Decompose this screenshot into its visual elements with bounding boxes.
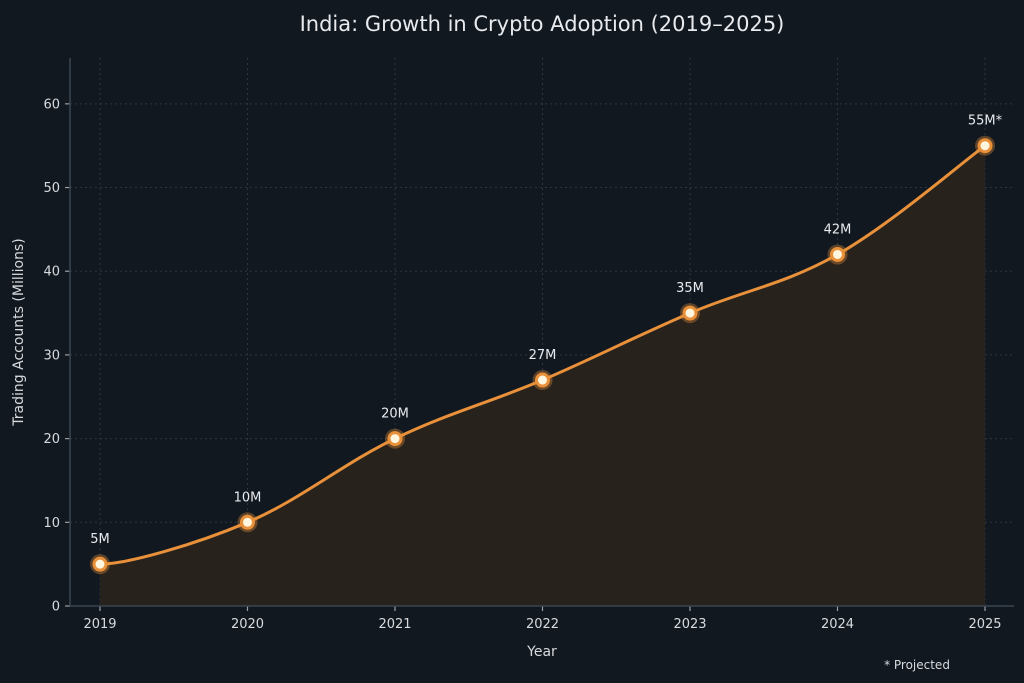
y-tick-label: 0 <box>52 600 60 615</box>
data-label: 20M <box>381 407 409 422</box>
data-label: 42M <box>824 222 852 237</box>
series-area <box>100 145 985 606</box>
data-point <box>385 428 405 449</box>
x-tick-label: 2025 <box>968 617 1001 632</box>
data-point <box>680 303 700 324</box>
x-tick-label: 2023 <box>673 617 706 632</box>
y-tick-label: 10 <box>43 516 60 531</box>
y-tick-label: 20 <box>43 432 60 447</box>
x-axis-label: Year <box>526 644 557 660</box>
data-label: 35M <box>676 281 704 296</box>
x-tick-label: 2019 <box>83 617 116 632</box>
x-tick-label: 2020 <box>231 617 264 632</box>
y-tick-label: 60 <box>43 97 60 112</box>
data-point <box>532 370 553 391</box>
data-point <box>975 135 995 156</box>
markers <box>90 135 995 575</box>
area-layer <box>100 145 985 606</box>
data-label: 10M <box>234 490 262 505</box>
axes: 0 10 20 30 40 50 60 2019 2020 2021 2022 2023 2024 202… <box>43 58 1014 632</box>
chart-title: India: Growth in Crypto Adoption (2019–2… <box>300 12 785 36</box>
data-label: 55M* <box>968 114 1003 129</box>
data-label: 5M <box>90 532 110 547</box>
y-tick-label: 50 <box>43 181 60 196</box>
x-tick-label: 2022 <box>526 617 559 632</box>
data-labels: 5M 10M 20M 27M 35M 42M 55M* <box>90 114 1002 547</box>
projected-footnote: * Projected <box>884 658 950 672</box>
x-tick-label: 2024 <box>821 617 854 632</box>
data-label: 27M <box>529 348 557 363</box>
x-tick-label: 2021 <box>378 617 411 632</box>
data-point <box>827 244 848 265</box>
data-point <box>90 554 110 575</box>
data-point <box>237 512 258 533</box>
y-tick-label: 40 <box>43 265 60 280</box>
y-tick-label: 30 <box>43 348 60 363</box>
y-axis-label: Trading Accounts (Millions) <box>11 238 27 426</box>
